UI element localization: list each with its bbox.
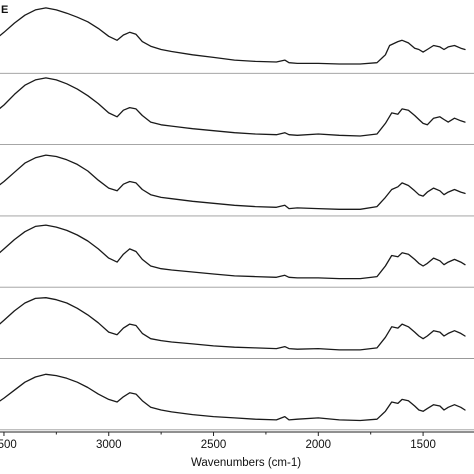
x-tick-label: 2000 — [306, 439, 332, 451]
x-tick-label: 1500 — [410, 439, 436, 451]
spectrum-line-6 — [0, 373, 466, 422]
x-tick-label: 3500 — [0, 439, 17, 451]
x-axis-ticks: 3500 3000 2500 2000 1500 — [0, 432, 436, 451]
x-axis-title: Wavenumbers (cm-1) — [191, 457, 301, 469]
x-tick-label: 2500 — [201, 439, 227, 451]
spectrum-line-5 — [0, 297, 466, 351]
spectrum-line-4 — [0, 224, 466, 280]
x-tick-label: 3000 — [96, 439, 122, 451]
spectrum-line-1 — [0, 7, 466, 65]
panel-label: E — [1, 4, 8, 16]
spectrum-line-3 — [0, 154, 466, 210]
panel-dividers — [0, 72, 474, 431]
spectrum-line-2 — [0, 77, 466, 137]
spectra-group — [0, 7, 466, 422]
